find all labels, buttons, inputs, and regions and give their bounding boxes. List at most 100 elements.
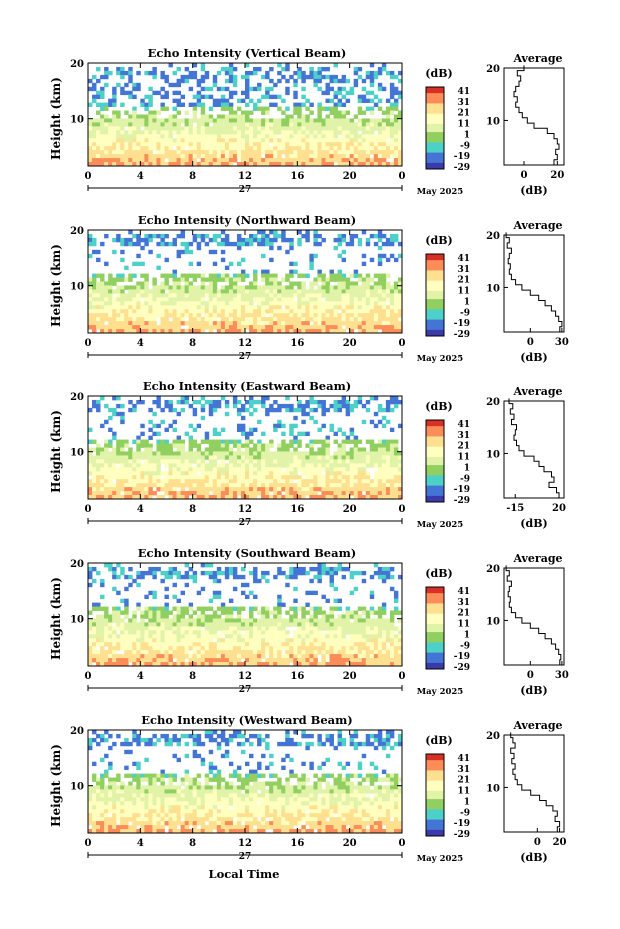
heatmap-cell xyxy=(245,483,250,488)
heatmap-cell xyxy=(92,439,97,444)
heatmap-cell xyxy=(216,293,222,298)
colorbar-band xyxy=(426,432,444,435)
heatmap-cell xyxy=(112,467,117,472)
heatmap-cell xyxy=(337,297,343,302)
heatmap-cell xyxy=(196,241,202,247)
heatmap-cell xyxy=(269,317,274,322)
heatmap-cell xyxy=(285,305,290,310)
heatmap-cell xyxy=(333,285,338,290)
heatmap-cell xyxy=(116,396,121,401)
heatmap-cell xyxy=(96,614,101,619)
heatmap-cell xyxy=(240,495,246,500)
heatmap-cell xyxy=(192,317,198,322)
heatmap-cell xyxy=(333,110,338,115)
heatmap-cell xyxy=(240,483,246,488)
colorbar-frame xyxy=(425,253,445,337)
heatmap-cell xyxy=(192,459,198,464)
heatmap-cell xyxy=(381,154,387,159)
heatmap-cell xyxy=(301,419,306,425)
heatmap-cell xyxy=(136,82,141,88)
heatmap-cell xyxy=(325,74,330,80)
heatmap-cell xyxy=(96,622,101,627)
heatmap-cell xyxy=(345,435,351,440)
heatmap-cell xyxy=(104,630,109,635)
heatmap-cell xyxy=(293,90,298,96)
heatmap-cell xyxy=(249,126,254,131)
heatmap-cell xyxy=(236,630,242,635)
heatmap-cell xyxy=(373,94,379,100)
heatmap-cell xyxy=(228,74,234,80)
heatmap-cell xyxy=(92,578,97,584)
heatmap-cell xyxy=(365,106,371,111)
heatmap-cell xyxy=(317,78,322,84)
heatmap-cell xyxy=(88,158,93,163)
heatmap-cell xyxy=(104,82,109,88)
heatmap-cell xyxy=(361,150,367,155)
heatmap-cell xyxy=(176,618,181,623)
heatmap-cell xyxy=(313,277,318,282)
heatmap-cell xyxy=(329,162,334,167)
heatmap-cell xyxy=(377,471,383,476)
heatmap-cell xyxy=(196,614,202,619)
heatmap-cell xyxy=(285,285,290,290)
heatmap-cell xyxy=(337,622,343,627)
heatmap-cell xyxy=(385,110,391,115)
heatmap-cell xyxy=(393,626,399,631)
heatmap-cell xyxy=(385,305,391,310)
heatmap-cell xyxy=(188,487,194,492)
heatmap-cell xyxy=(120,293,125,298)
heatmap-cell xyxy=(337,281,343,286)
heatmap-cell xyxy=(132,630,137,635)
heatmap-cell xyxy=(325,86,330,92)
heatmap-cell xyxy=(88,570,93,576)
heatmap-cell xyxy=(232,471,238,476)
heatmap-cells xyxy=(88,230,403,334)
heatmap-cell xyxy=(257,419,262,425)
heatmap-cell xyxy=(317,162,322,167)
heatmap-cell xyxy=(309,66,314,72)
colorbar-unit: (dB) xyxy=(425,234,452,247)
colorbar-band xyxy=(426,125,444,129)
heatmap-cell xyxy=(240,463,246,468)
heatmap-cell xyxy=(337,487,343,492)
heatmap-cell xyxy=(192,102,198,107)
heatmap-cell xyxy=(365,289,371,294)
colorbar-band xyxy=(426,87,444,90)
heatmap-cell xyxy=(325,439,330,444)
heatmap-cell xyxy=(301,566,306,572)
heatmap-cell xyxy=(377,150,383,155)
heatmap-cell xyxy=(353,634,359,639)
heatmap-cell xyxy=(148,154,153,159)
heatmap-cell xyxy=(273,134,278,139)
heatmap-cell xyxy=(365,273,371,278)
heatmap-cell xyxy=(100,74,105,80)
heatmap-cell xyxy=(172,150,177,155)
heatmap-cell xyxy=(253,317,258,322)
heatmap-cell xyxy=(253,269,258,274)
heatmap-cell xyxy=(277,467,282,472)
heatmap-cell xyxy=(349,570,355,576)
heatmap-cell xyxy=(329,321,334,326)
heatmap-cell xyxy=(192,74,198,80)
heatmap-cell xyxy=(100,154,105,159)
heatmap-cell xyxy=(236,146,242,151)
heatmap-cell xyxy=(204,439,210,444)
heatmap-cell xyxy=(212,325,218,330)
heatmap-cell xyxy=(184,399,190,405)
heatmap-cell xyxy=(313,253,318,259)
heatmap-cell xyxy=(92,146,97,151)
colorbar-band xyxy=(426,331,444,335)
heatmap-cell xyxy=(289,245,294,251)
colorbar-band xyxy=(426,121,444,125)
heatmap-cell xyxy=(257,610,262,615)
heatmap-cell xyxy=(200,321,206,326)
heatmap-cell xyxy=(196,118,202,123)
heatmap-cell xyxy=(88,138,93,143)
heatmap-cell xyxy=(152,317,157,322)
heatmap-cell xyxy=(333,471,338,476)
heatmap-cell xyxy=(152,126,157,131)
heatmap-cell xyxy=(236,142,242,147)
heatmap-cell xyxy=(236,634,242,639)
heatmap-cell xyxy=(220,130,226,135)
colorbar-tick-label: 31 xyxy=(457,98,470,108)
